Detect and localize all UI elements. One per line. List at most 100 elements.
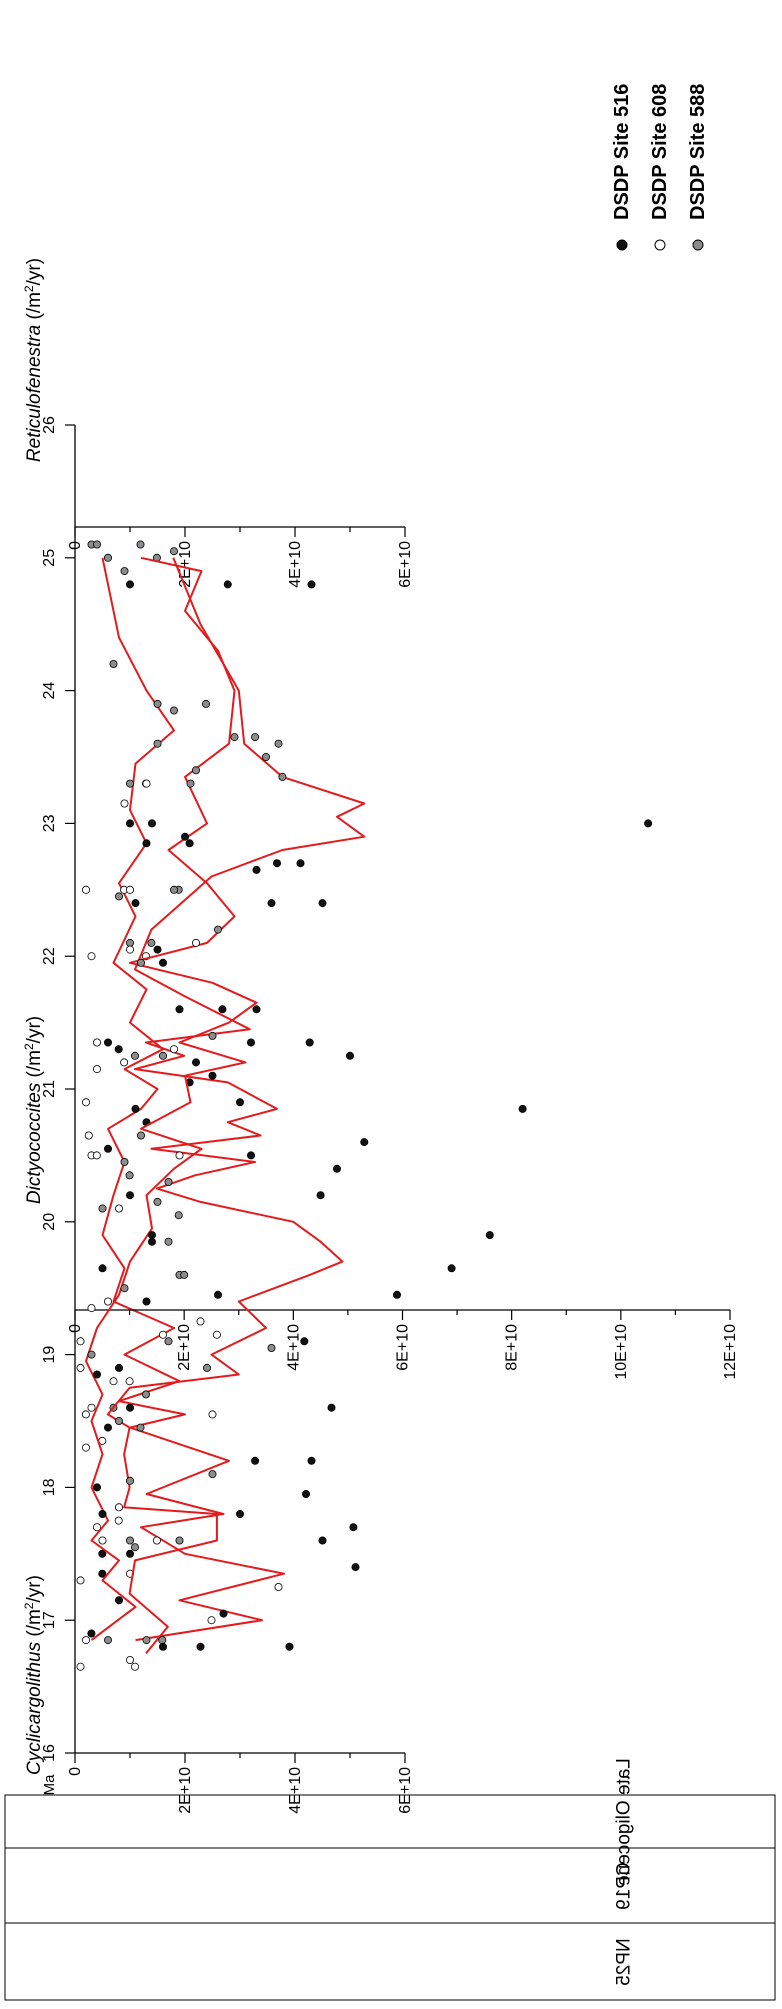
data-point bbox=[185, 839, 194, 848]
data-point bbox=[98, 1204, 107, 1213]
data-point bbox=[136, 958, 145, 967]
data-point bbox=[93, 1065, 102, 1074]
data-point bbox=[82, 1098, 91, 1107]
data-point bbox=[126, 1656, 135, 1665]
data-point bbox=[76, 1662, 85, 1671]
data-point bbox=[126, 819, 135, 828]
data-point bbox=[152, 1536, 161, 1545]
series-2 bbox=[76, 779, 200, 1671]
data-point bbox=[158, 1330, 167, 1339]
data-point bbox=[130, 1543, 139, 1552]
legend-label: DSDP Site 588 bbox=[687, 84, 709, 220]
value-tick-label: 2E+10 bbox=[177, 1767, 194, 1814]
series-1 bbox=[98, 580, 360, 1651]
data-point bbox=[201, 699, 210, 708]
cn-zone-label: CP19 bbox=[614, 1862, 635, 1910]
age-tick-label-25: 25 bbox=[41, 549, 58, 567]
data-point bbox=[246, 1151, 255, 1160]
data-point bbox=[104, 1297, 113, 1306]
data-point bbox=[219, 1609, 228, 1618]
data-point bbox=[272, 859, 281, 868]
data-point bbox=[301, 1490, 310, 1499]
data-point bbox=[104, 1038, 113, 1047]
data-point bbox=[251, 1456, 260, 1465]
value-tick-label: 0 bbox=[67, 541, 84, 550]
data-point bbox=[87, 1629, 96, 1638]
age-tick-label-23: 23 bbox=[41, 814, 58, 832]
panel-title: Dictyococcites (/m2/yr) bbox=[22, 1016, 45, 1204]
data-point bbox=[175, 1005, 184, 1014]
data-point bbox=[327, 1403, 336, 1412]
panel-2: 0 2E+10 4E+10 6E+10 8E+10 10E+10 12E+10 Dictyoc… bbox=[22, 540, 739, 1671]
data-point bbox=[93, 1483, 102, 1492]
data-point bbox=[158, 1051, 167, 1060]
series-1 bbox=[93, 580, 354, 1651]
panel-title-taxon: Reticulofenestra bbox=[24, 325, 45, 462]
data-point bbox=[208, 1031, 217, 1040]
panel-title-taxon: Cyclicargolithus bbox=[24, 1641, 45, 1775]
data-point bbox=[93, 1523, 102, 1532]
strat-frame bbox=[4, 1794, 776, 2001]
legend-label: DSDP Site 608 bbox=[649, 84, 671, 220]
data-point bbox=[169, 547, 178, 556]
data-point bbox=[136, 1423, 145, 1432]
panel-title: Reticulofenestra (/m2/yr) bbox=[22, 258, 45, 462]
age-tick-label-17: 17 bbox=[41, 1611, 58, 1629]
value-tick-label: 4E+10 bbox=[285, 1324, 302, 1371]
data-point bbox=[141, 1390, 150, 1399]
data-point bbox=[169, 706, 178, 715]
data-point bbox=[180, 832, 189, 841]
data-point bbox=[126, 1191, 135, 1200]
data-point bbox=[392, 1290, 401, 1299]
data-point bbox=[169, 1045, 178, 1054]
age-tick-label-19: 19 bbox=[41, 1346, 58, 1364]
data-point bbox=[81, 1410, 90, 1419]
data-point bbox=[115, 892, 124, 901]
data-point bbox=[174, 1211, 183, 1220]
data-point bbox=[235, 1098, 244, 1107]
data-point bbox=[93, 1038, 102, 1047]
data-point bbox=[485, 1231, 494, 1240]
data-point bbox=[208, 1410, 217, 1419]
data-point bbox=[125, 1377, 134, 1386]
data-point bbox=[164, 1178, 173, 1187]
panel-title-unit-end: /yr) bbox=[24, 1575, 45, 1602]
data-point bbox=[316, 1191, 325, 1200]
data-point bbox=[213, 1290, 222, 1299]
age-axis: 16 17 18 19 20 21 22 23 24 25 26 Ma bbox=[41, 416, 76, 1795]
data-point bbox=[230, 733, 239, 742]
panel-title-sup: 2 bbox=[22, 285, 36, 292]
value-tick-label: 6E+10 bbox=[397, 541, 414, 588]
panel-title-unit: (/m bbox=[24, 292, 45, 325]
nn-zone-label: NP25 bbox=[614, 1938, 635, 1986]
data-point bbox=[76, 1363, 85, 1372]
age-tick-label-26: 26 bbox=[41, 416, 58, 434]
data-point bbox=[126, 945, 135, 954]
value-tick-label: 4E+10 bbox=[287, 1767, 304, 1814]
data-point bbox=[136, 540, 145, 549]
value-tick-label: 0 bbox=[67, 1324, 84, 1333]
data-point bbox=[115, 1417, 124, 1426]
data-point bbox=[126, 1536, 135, 1545]
data-point bbox=[98, 1536, 107, 1545]
age-tick-label-20: 20 bbox=[41, 1213, 58, 1231]
data-point bbox=[207, 1616, 216, 1625]
data-point bbox=[307, 580, 316, 589]
data-point bbox=[158, 1636, 167, 1645]
data-point bbox=[164, 1337, 173, 1346]
data-point bbox=[120, 1158, 129, 1167]
data-point bbox=[93, 1370, 102, 1379]
value-tick-label: 4E+10 bbox=[287, 541, 304, 588]
age-tick-label-24: 24 bbox=[41, 682, 58, 700]
data-point bbox=[76, 1337, 85, 1346]
data-point bbox=[153, 699, 162, 708]
data-point bbox=[115, 1596, 124, 1605]
data-point bbox=[104, 1423, 113, 1432]
data-point bbox=[212, 1330, 221, 1339]
data-point bbox=[360, 1138, 369, 1147]
data-point bbox=[307, 1456, 316, 1465]
data-point bbox=[126, 580, 135, 589]
data-point bbox=[109, 1377, 118, 1386]
